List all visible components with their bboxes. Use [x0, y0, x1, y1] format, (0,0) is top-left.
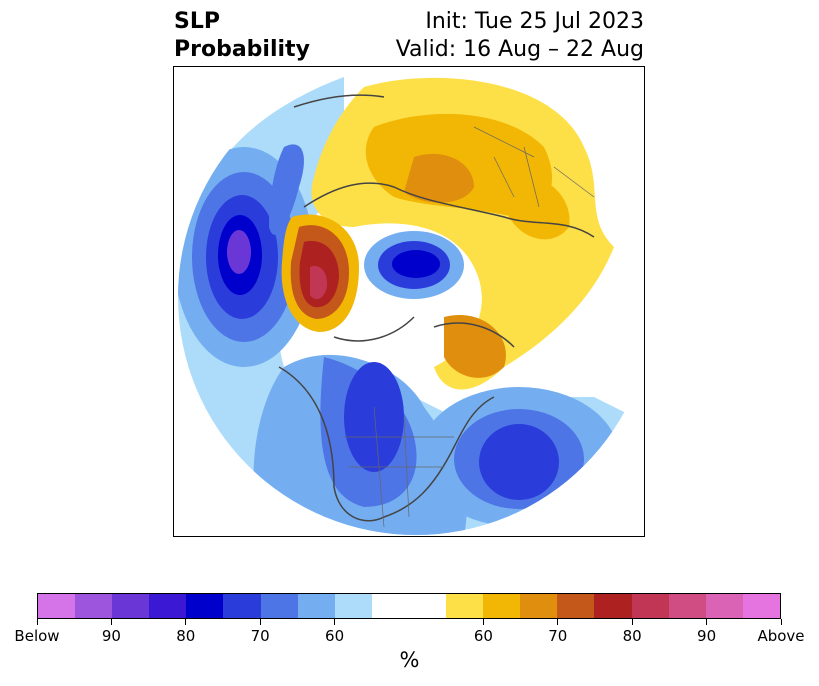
- colorbar-tick-mark: [110, 619, 112, 625]
- colorbar-tick-mark: [36, 619, 38, 625]
- colorbar-segment: [260, 594, 298, 618]
- title-line-1: SLP: [174, 9, 220, 34]
- colorbar-segment: [557, 594, 595, 618]
- colorbar-tick-mark: [631, 619, 633, 625]
- colorbar-segment: [483, 594, 521, 618]
- arctic-low-core: [392, 250, 440, 278]
- colorbar-tick-label: 60: [325, 627, 345, 645]
- colorbar-tick-label: 90: [101, 627, 121, 645]
- colorbar-tick-mark: [334, 619, 336, 625]
- colorbar-tick-mark: [557, 619, 559, 625]
- colorbar-tick-label: 60: [473, 627, 493, 645]
- colorbar-segment: [594, 594, 632, 618]
- colorbar-ticks: Below 90 80 70 60 60 70 80 90 Above: [0, 619, 819, 645]
- colorbar-tick-label: 70: [548, 627, 568, 645]
- colorbar-segment: [186, 594, 224, 618]
- colorbar-segment: [297, 594, 335, 618]
- colorbar-tick-mark: [482, 619, 484, 625]
- colorbar-tick-mark: [259, 619, 261, 625]
- map-title: SLP Probability: [174, 8, 310, 64]
- colorbar-tick-label: 80: [622, 627, 642, 645]
- colorbar-tick-mark: [780, 619, 782, 625]
- colorbar-segment: [408, 594, 447, 618]
- colorbar-tick-label: 90: [697, 627, 717, 645]
- colorbar-segment: [38, 594, 76, 618]
- colorbar-tick-label: Above: [757, 627, 805, 645]
- colorbar-segment: [705, 594, 743, 618]
- colorbar-segment: [112, 594, 150, 618]
- colorbar-tick-label: 70: [250, 627, 270, 645]
- init-date: Init: Tue 25 Jul 2023: [425, 9, 644, 34]
- borders: [344, 126, 595, 528]
- colorbar-tick-mark: [706, 619, 708, 625]
- polar-map: [178, 67, 644, 535]
- title-line-2: Probability: [174, 37, 310, 62]
- colorbar-unit: %: [399, 648, 420, 672]
- colorbar-segment: [668, 594, 706, 618]
- colorbar-segment: [75, 594, 113, 618]
- valid-range: Valid: 16 Aug – 22 Aug: [395, 37, 644, 62]
- atlantic-low-core: [479, 424, 559, 500]
- colorbar-segment: [742, 594, 780, 618]
- colorbar-tick-label: 80: [176, 627, 196, 645]
- colorbar-segment: [446, 594, 484, 618]
- colorbar-segment: [334, 594, 372, 618]
- greenland-high-core: [310, 266, 328, 300]
- date-info: Init: Tue 25 Jul 2023 Valid: 16 Aug – 22…: [396, 8, 644, 64]
- colorbar-segment: [520, 594, 558, 618]
- colorbar-segment: [631, 594, 669, 618]
- colorbar-tick-label: Below: [14, 627, 60, 645]
- colorbar-segment: [149, 594, 187, 618]
- colorbar-segment: [223, 594, 261, 618]
- colorbar: [37, 593, 781, 619]
- colorbar-segment: [371, 594, 409, 618]
- pacific-low-core: [227, 230, 251, 274]
- colorbar-tick-mark: [185, 619, 187, 625]
- map-panel: [173, 66, 645, 537]
